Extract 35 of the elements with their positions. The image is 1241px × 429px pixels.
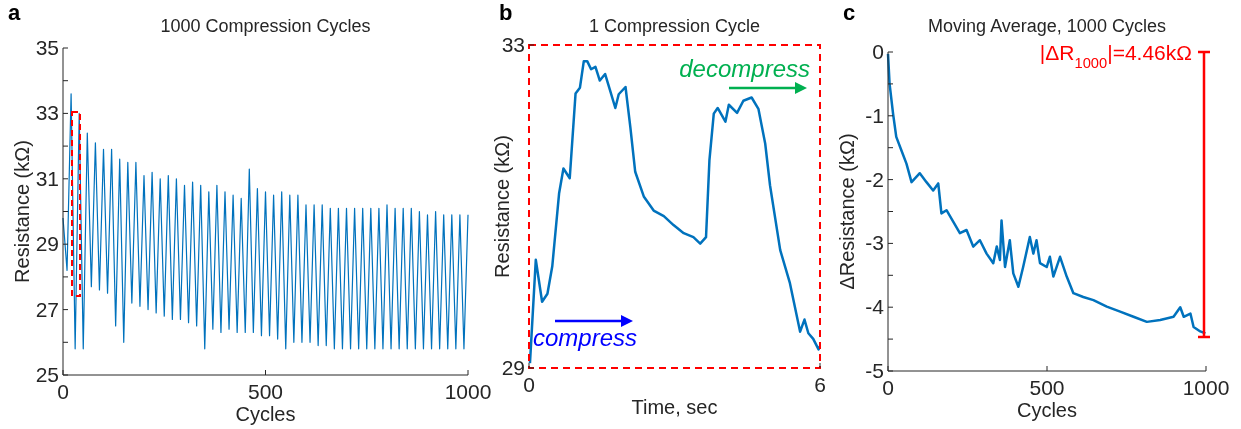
y-tick-label: -5 [865,359,884,382]
x-axis-title: Time, sec [631,396,718,418]
y-tick-label: -4 [865,295,885,319]
y-tick-label: 35 [35,36,59,59]
y-tick-label: -2 [865,167,884,191]
y-axis-title: ΔResistance (kΩ) [836,133,858,290]
x-tick-label: 1000 [1182,376,1230,399]
y-axis-title: Resistance (kΩ) [11,140,33,283]
x-tick-label: 500 [247,380,284,403]
chart-title: Moving Average, 1000 Cycles [928,16,1166,36]
chart-title: 1000 Compression Cycles [160,16,371,36]
y-tick-label: 27 [35,297,59,321]
annotation: |ΔR$_{1000}$|=4.46kΩ [1039,41,1192,71]
x-tick-label: 1000 [444,380,492,403]
y-tick-label: 29 [501,356,525,379]
y-tick-label: 0 [872,40,884,63]
y-tick-label: 25 [35,363,59,386]
line-series [62,93,469,350]
x-tick-label: 500 [1029,376,1065,399]
chart-title: 1 Compression Cycle [588,16,761,36]
y-tick-label: -3 [865,231,884,255]
x-axis-title: Cycles [1016,399,1078,421]
x-tick-label: 6 [814,373,826,396]
y-tick-label: 31 [35,166,59,190]
annotation: decompress [679,55,810,82]
annotation: compress [533,324,638,351]
text: c [843,0,856,25]
y-tick-label: 33 [35,101,59,125]
text: a [8,0,21,25]
y-tick-label: 29 [35,232,59,256]
y-axis-title: Resistance (kΩ) [491,135,513,278]
y-tick-label: 33 [501,33,525,56]
y-tick-label: -1 [865,103,884,127]
text: b [499,0,513,25]
x-axis-title: Cycles [235,403,296,425]
